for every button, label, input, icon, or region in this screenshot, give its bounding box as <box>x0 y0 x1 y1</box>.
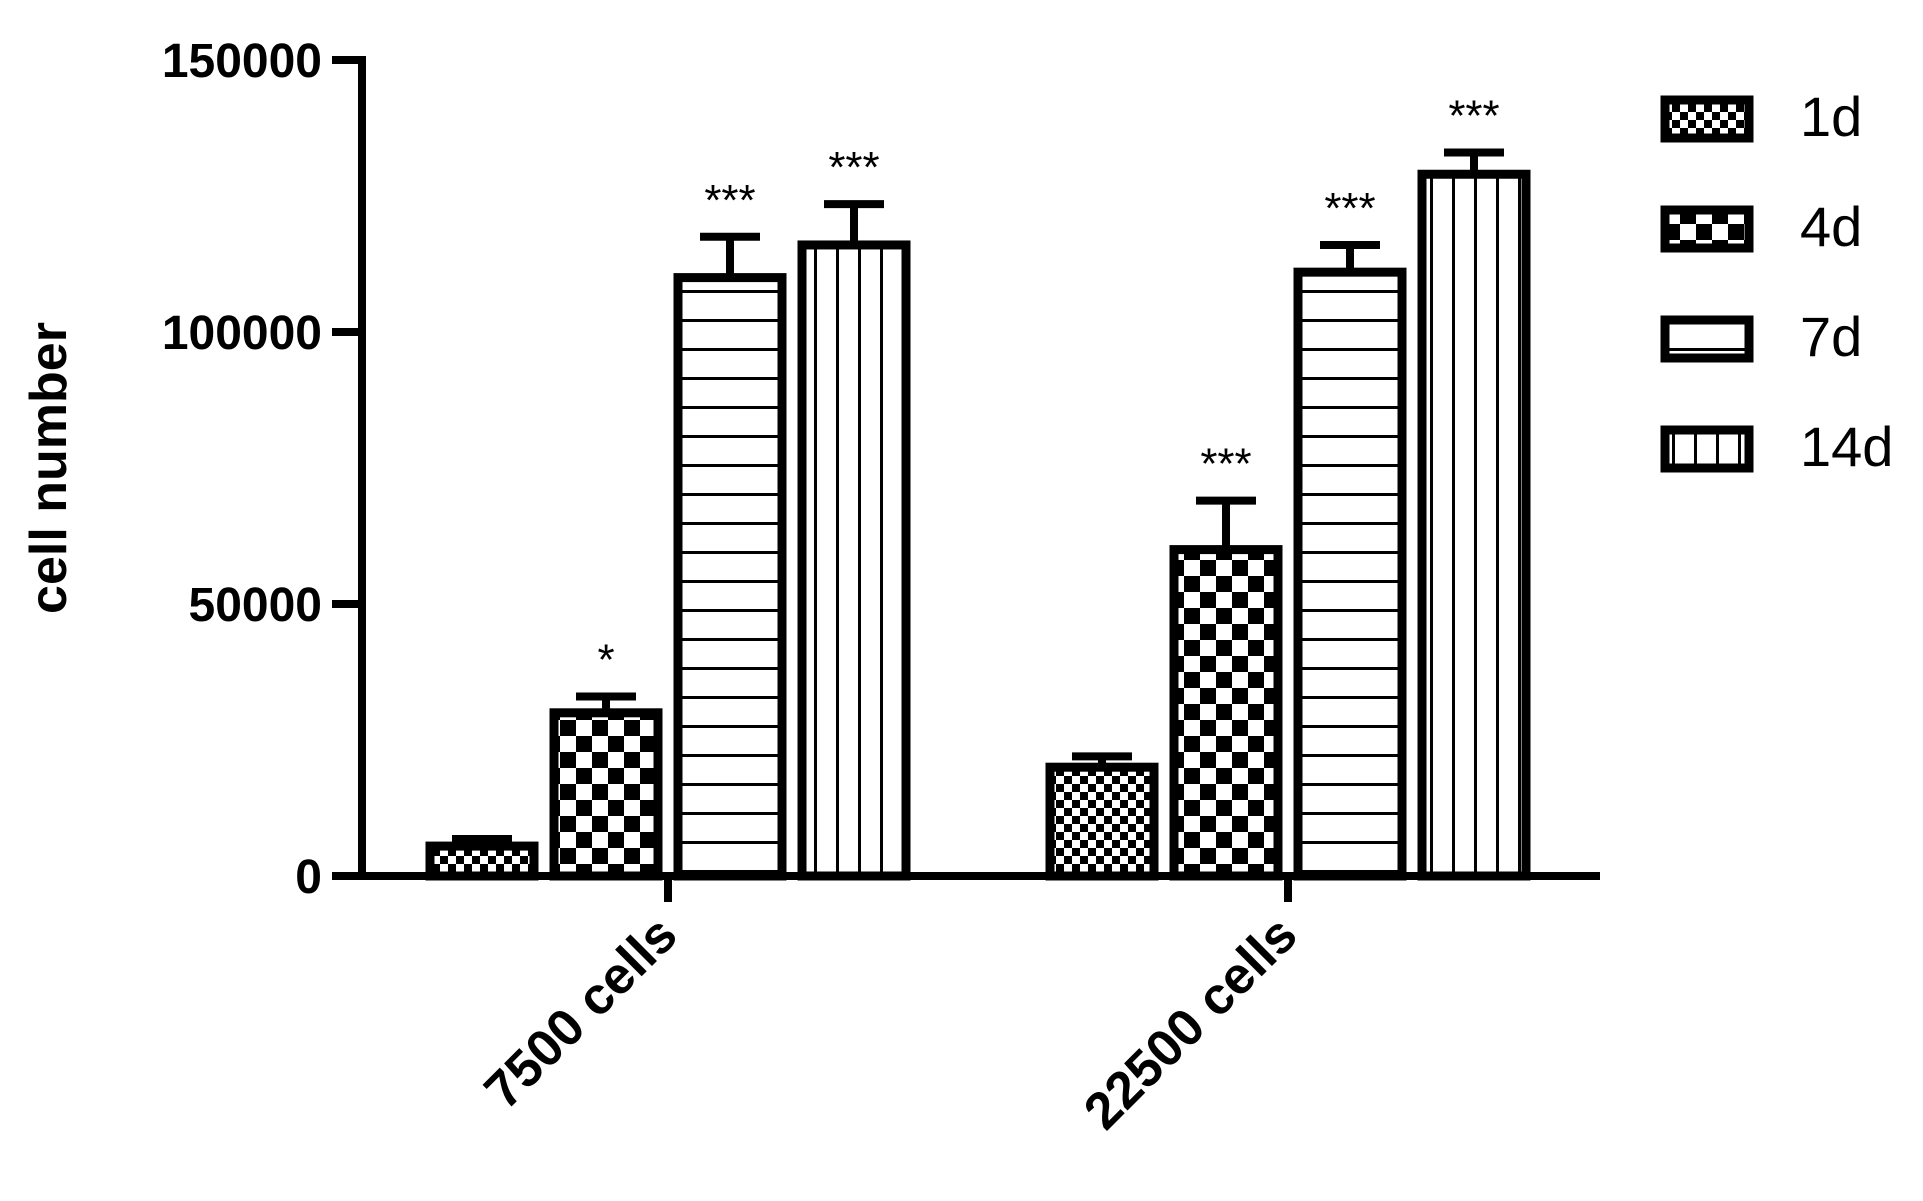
significance-label: *** <box>828 143 879 192</box>
legend-label-4d: 4d <box>1800 195 1862 258</box>
axes-layer <box>353 56 1600 880</box>
x-tick-label: 22500 cells <box>1073 905 1308 1140</box>
legend-label-7d: 7d <box>1800 305 1862 368</box>
y-tick-label: 100000 <box>162 307 322 360</box>
significance-label: *** <box>704 176 755 225</box>
y-tick-label: 0 <box>295 851 322 904</box>
legend-label-1d: 1d <box>1800 85 1862 148</box>
category-labels: 7500 cells 22500 cells <box>474 876 1308 1141</box>
legend-swatch-14d <box>1660 425 1754 473</box>
significance-label: *** <box>1200 440 1251 489</box>
bar-4d-1 <box>549 708 663 881</box>
bar-4d-2 <box>1169 545 1283 881</box>
significance-label: * <box>597 635 614 684</box>
legend-swatch-4d <box>1660 205 1754 253</box>
bar-1d-2 <box>1045 762 1159 881</box>
bar-14d-2 <box>1417 169 1531 881</box>
legend: 1d 4d 7d 14d <box>1660 85 1893 478</box>
y-tick-label: 150000 <box>162 35 322 88</box>
legend-swatch-7d <box>1660 315 1754 363</box>
significance-label: *** <box>1324 184 1375 233</box>
bar-14d-1 <box>797 240 911 881</box>
y-tick-label: 50000 <box>189 579 322 632</box>
y-axis-label: cell number <box>20 322 78 614</box>
bars-layer: **************** <box>425 91 1531 881</box>
bar-7d-1 <box>673 273 787 881</box>
significance-label: *** <box>1448 91 1499 140</box>
legend-label-14d: 14d <box>1800 415 1893 478</box>
bar-1d-1 <box>425 841 539 881</box>
y-axis-ticks: 0 50000 100000 150000 <box>162 35 362 904</box>
bar-7d-2 <box>1293 267 1407 881</box>
x-tick-label: 7500 cells <box>474 905 689 1120</box>
legend-swatch-1d <box>1660 95 1754 143</box>
